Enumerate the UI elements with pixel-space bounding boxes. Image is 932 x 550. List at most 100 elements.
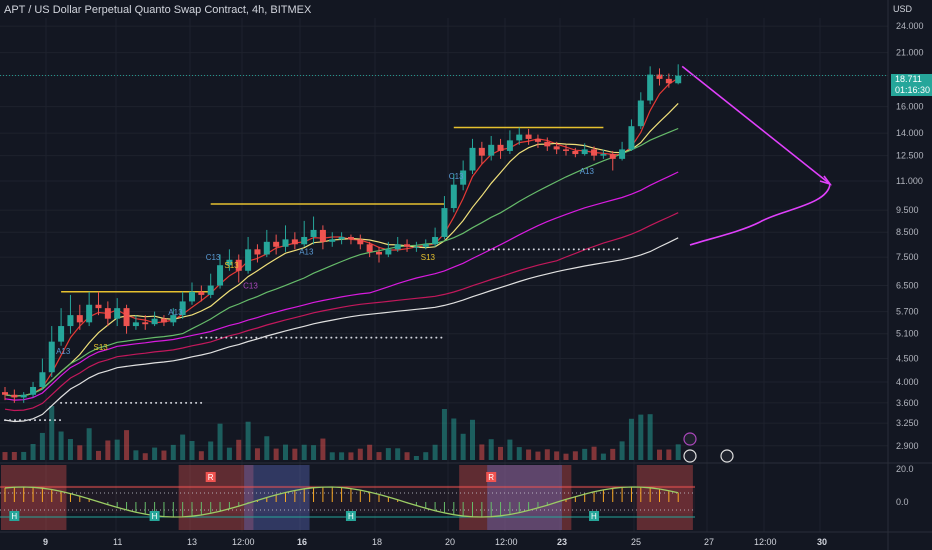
candle-body: [123, 308, 130, 327]
sequence-label: A13: [56, 347, 71, 356]
support-dot: [492, 248, 495, 251]
candle-body: [591, 149, 598, 156]
volume-bar: [395, 448, 401, 460]
volume-bar: [432, 444, 438, 460]
support-dot: [335, 336, 338, 339]
osc-marker-label: H: [11, 512, 17, 521]
volume-bar: [217, 423, 223, 460]
candle-body: [404, 244, 411, 247]
x-tick-label: 13: [187, 537, 197, 547]
support-dot: [522, 248, 525, 251]
osc-marker-box: [149, 511, 160, 521]
support-dot: [245, 336, 248, 339]
support-dot: [59, 419, 61, 422]
candle-body: [329, 239, 336, 242]
support-dot: [395, 336, 398, 339]
support-dot: [552, 248, 555, 251]
last-price-value: 18.711: [895, 74, 922, 84]
ma-pink-line: [4, 212, 679, 412]
support-dot: [210, 336, 213, 339]
y-tick-label: 21.000: [896, 48, 924, 58]
support-dot: [380, 336, 383, 339]
candle-body: [376, 251, 382, 255]
support-dot: [185, 401, 188, 404]
volume-bar: [385, 448, 391, 460]
support-dot: [230, 336, 233, 339]
support-dot: [612, 248, 615, 251]
volume-bar: [470, 419, 475, 460]
candle-body: [460, 170, 467, 185]
volume-bar: [264, 436, 270, 460]
support-dot: [487, 248, 490, 251]
currency-label[interactable]: USD: [893, 4, 913, 14]
y-tick-label: 3.250: [896, 418, 919, 428]
y-tick-label: 8.500: [896, 227, 919, 237]
y-tick-label: 6.500: [896, 281, 919, 291]
sequence-label: S13: [421, 253, 436, 262]
volume-bar: [189, 441, 195, 460]
us-flag-icon: [720, 449, 734, 463]
support-dot: [240, 336, 243, 339]
candle-body: [170, 315, 177, 323]
volume-bar: [675, 444, 681, 460]
support-dot: [170, 401, 173, 404]
support-dot: [200, 336, 203, 339]
support-dot: [527, 248, 530, 251]
ma-magenta-line: [4, 171, 679, 401]
support-dot: [517, 248, 520, 251]
y-tick-label: 24.000: [896, 21, 924, 31]
forecast-curve: [689, 183, 831, 246]
support-dot: [285, 336, 288, 339]
candle-body: [2, 392, 8, 395]
support-dot: [95, 401, 98, 404]
candle-body: [254, 249, 261, 255]
support-dot: [472, 248, 475, 251]
volume-bar: [226, 447, 232, 460]
support-dot: [250, 336, 253, 339]
volume-bar: [348, 452, 354, 460]
volume-bar: [11, 452, 17, 460]
volume-bar: [413, 456, 419, 460]
volume-bar: [554, 451, 560, 460]
support-dot: [562, 248, 565, 251]
y-tick-label: 5.100: [896, 329, 919, 339]
support-dot: [60, 401, 63, 404]
volume-bar: [86, 428, 92, 460]
volume-bar: [2, 452, 8, 460]
support-dot: [190, 401, 193, 404]
volume-bar: [339, 452, 345, 460]
support-dot: [130, 401, 133, 404]
support-dot: [14, 419, 16, 422]
support-dot: [435, 336, 438, 339]
volume-bar: [451, 418, 457, 460]
us-flag-icon: [683, 449, 697, 463]
sequence-label: C13: [449, 172, 464, 181]
candle-body: [553, 146, 560, 150]
support-dot: [602, 248, 605, 251]
support-dot: [567, 248, 570, 251]
osc-band: [0, 485, 695, 513]
osc-signal-line: [4, 486, 679, 518]
last-price-tag: 18.711 01:16:30: [891, 74, 932, 96]
support-dot: [260, 336, 263, 339]
support-dot: [85, 401, 88, 404]
support-dot: [4, 419, 6, 422]
volume-bar: [404, 452, 410, 460]
volume-bar: [582, 448, 588, 460]
volume-bar: [161, 450, 167, 460]
y-tick-label: 11.000: [896, 176, 923, 186]
y-tick-label: 3.600: [896, 398, 919, 408]
volume-bar: [292, 448, 298, 460]
candle-body: [478, 147, 485, 156]
support-dot: [275, 336, 278, 339]
support-dot: [19, 419, 21, 422]
candle-body: [628, 126, 635, 150]
support-dot: [557, 248, 560, 251]
volume-bar: [58, 431, 64, 460]
osc-zone-red: [459, 465, 572, 530]
candle-body: [600, 154, 607, 156]
candle-body: [394, 244, 401, 250]
support-dot: [547, 248, 550, 251]
support-dot: [542, 248, 545, 251]
